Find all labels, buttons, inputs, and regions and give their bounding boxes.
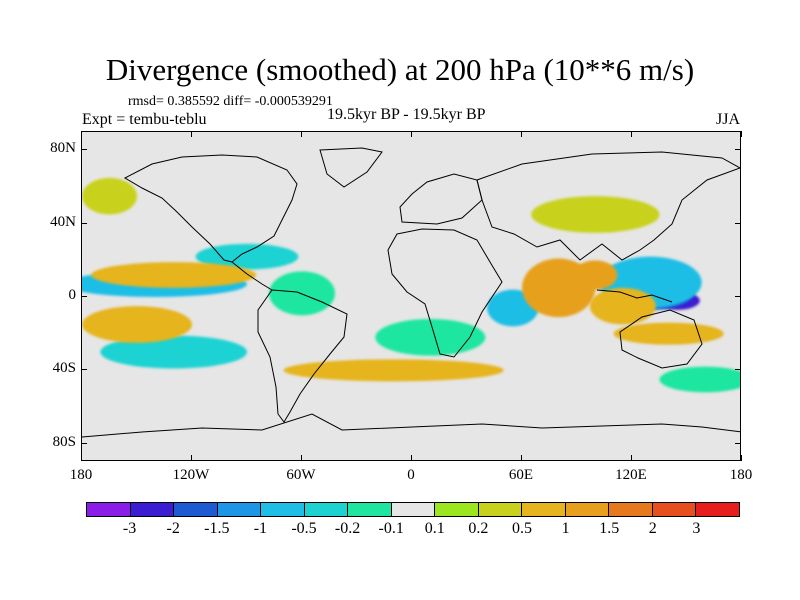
x-tick-label: 60E: [508, 467, 534, 483]
x-tick-label: 120E: [615, 467, 647, 483]
field-region-5: [195, 243, 299, 270]
colorbar-label: 2: [648, 520, 657, 537]
coast-greenland: [319, 147, 383, 188]
y-tick-mark: [735, 296, 741, 297]
colorbar-label: -0.1: [378, 520, 404, 537]
field-region-9: [659, 366, 740, 393]
colorbar-label: 1.5: [599, 520, 620, 537]
coast-antarctica: [82, 413, 740, 438]
season-label: JJA: [716, 111, 741, 128]
colorbar: [86, 502, 740, 517]
colorbar-swatch: [217, 503, 262, 516]
coast-europe: [399, 173, 483, 225]
coast-australia: [619, 309, 703, 369]
y-tick-mark: [81, 369, 87, 371]
y-tick-label: 80S: [52, 433, 76, 450]
colorbar-swatch: [565, 503, 610, 516]
y-tick-mark: [735, 369, 741, 371]
x-tick-mark: [301, 455, 302, 461]
stats-text: rmsd= 0.385592 diff= -0.000539291: [128, 94, 333, 109]
field-region-6: [100, 335, 247, 369]
x-tick-label: 180: [729, 467, 753, 483]
x-tick-mark: [631, 455, 632, 461]
x-tick-mark: [521, 131, 522, 137]
colorbar-swatch: [130, 503, 175, 516]
field-region-14: [589, 287, 656, 325]
colorbar-swatch: [87, 503, 131, 516]
coast-asia: [476, 151, 740, 261]
colorbar-label: 0.2: [468, 520, 489, 537]
colorbar-swatch: [696, 503, 739, 516]
coast-south-america: [257, 289, 348, 423]
period-label: 19.5kyr BP - 19.5kyr BP: [327, 106, 486, 123]
colorbar-swatch: [522, 503, 566, 516]
colorbar-swatch: [261, 503, 305, 516]
coast-indonesia: [596, 289, 673, 303]
coast-central-america: [231, 261, 273, 291]
colorbar-label: -2: [166, 520, 180, 537]
y-tick-label: 0: [68, 287, 77, 303]
y-tick-mark: [81, 442, 87, 444]
y-tick-mark: [81, 296, 87, 297]
colorbar-swatch: [609, 503, 653, 516]
y-tick-mark: [735, 222, 741, 224]
x-tick-mark: [81, 131, 82, 137]
coast-africa: [387, 228, 503, 358]
colorbar-swatch: [304, 503, 349, 516]
coastlines: [82, 147, 740, 438]
colorbar-swatch: [174, 503, 218, 516]
y-tick-label: 80N: [50, 140, 76, 157]
colorbar-label: 1: [561, 520, 570, 537]
x-tick-mark: [521, 455, 522, 461]
x-tick-mark: [81, 455, 82, 461]
colorbar-swatch: [348, 503, 392, 516]
colorbar-label: -1: [253, 520, 268, 537]
x-tick-mark: [191, 455, 192, 461]
field-region-13: [573, 260, 618, 290]
x-tick-label: 180: [69, 467, 93, 483]
y-tick-label: 40N: [50, 213, 76, 230]
field-region-15: [91, 262, 257, 288]
x-tick-mark: [411, 455, 412, 461]
colorbar-label: 0.5: [512, 520, 532, 537]
x-tick-label: 60W: [286, 467, 316, 483]
colorbar-label: 3: [692, 520, 701, 537]
x-tick-mark: [741, 455, 742, 461]
experiment-label: Expt = tembu-teblu: [82, 111, 207, 128]
colorbar-label: -3: [122, 520, 137, 537]
divergence-field: [82, 177, 740, 393]
colorbar-swatch: [435, 503, 479, 516]
x-tick-mark: [301, 131, 302, 137]
field-region-18: [283, 359, 504, 382]
field-region-7: [269, 271, 335, 316]
divergence-map: [82, 132, 740, 460]
y-tick-mark: [735, 442, 741, 444]
field-region-16: [82, 306, 192, 343]
colorbar-swatch: [652, 503, 697, 516]
field-region-19: [531, 196, 660, 233]
x-tick-mark: [741, 131, 742, 137]
chart-title: Divergence (smoothed) at 200 hPa (10**6 …: [105, 52, 695, 87]
x-tick-mark: [191, 131, 192, 137]
x-tick-label: 0: [407, 467, 415, 483]
colorbar-swatch: [391, 503, 436, 516]
field-region-20: [82, 177, 137, 215]
colorbar-label: 0.1: [424, 520, 445, 537]
colorbar-swatch: [478, 503, 523, 516]
y-tick-mark: [735, 149, 741, 151]
x-tick-label: 120W: [172, 467, 210, 483]
map-plot-area: [81, 131, 741, 461]
colorbar-label: -0.5: [291, 520, 317, 537]
field-region-8: [375, 319, 486, 356]
y-tick-label: 40S: [52, 360, 76, 377]
x-tick-mark: [631, 131, 632, 137]
field-region-17: [613, 322, 724, 345]
coast-north-america: [123, 154, 298, 263]
y-tick-mark: [81, 149, 87, 151]
colorbar-label: -1.5: [204, 520, 230, 537]
x-tick-mark: [411, 131, 412, 137]
y-tick-mark: [81, 222, 87, 224]
colorbar-label: -0.2: [334, 520, 361, 537]
